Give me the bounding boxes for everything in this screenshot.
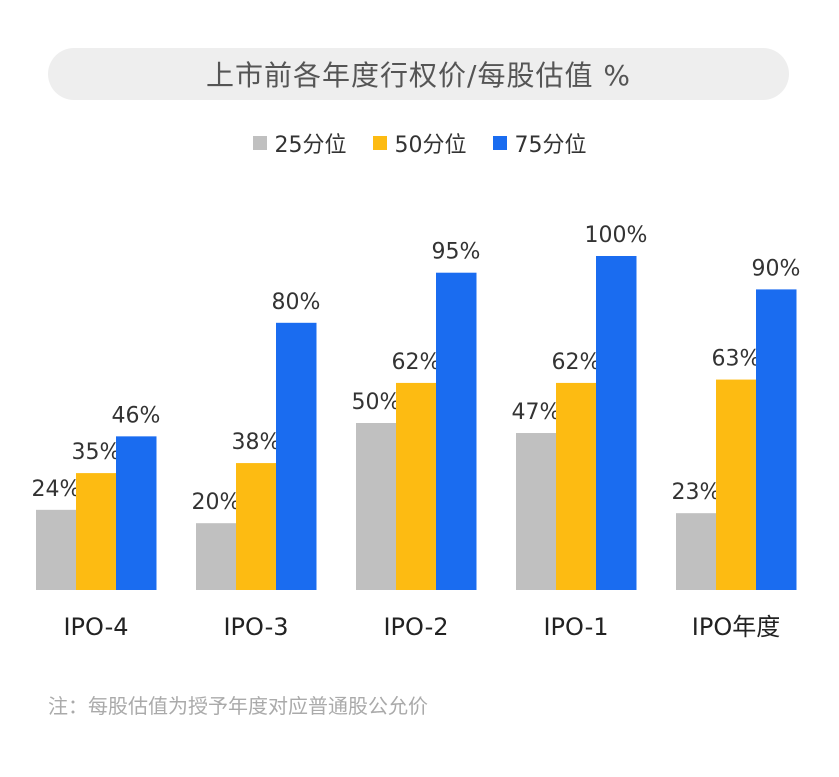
bar-p25-5 [676,513,717,590]
chart-legend: 25分位 50分位 75分位 [0,126,839,160]
data-label-p75-3: 95% [432,240,481,265]
legend-label-p75: 75分位 [514,133,587,158]
data-label-p25-4: 47% [512,400,561,425]
category-label-5: IPO年度 [692,613,780,641]
legend-swatch-p50 [372,136,387,150]
bar-p25-4 [516,433,557,590]
bar-p75-4 [596,256,637,590]
bar-p25-3 [356,423,397,590]
data-label-p50-3: 62% [392,350,441,375]
legend-swatch-p75 [492,136,507,150]
data-label-p25-3: 50% [352,390,401,415]
bar-p50-4 [556,382,597,590]
legend-label-p50: 50分位 [394,133,467,158]
data-label-p50-4: 62% [552,350,601,375]
category-label-2: IPO-3 [223,613,288,641]
legend-item-p75: 75分位 [492,127,587,159]
data-label-p75-5: 90% [752,256,801,281]
data-label-p50-1: 35% [72,440,121,465]
category-label-4: IPO-1 [543,613,608,641]
data-label-p25-5: 23% [672,480,721,505]
bar-p75-2 [276,322,317,590]
data-label-p25-1: 24% [32,477,81,502]
data-label-p75-4: 100% [585,223,648,248]
data-label-p50-5: 63% [712,347,761,372]
legend-swatch-p25 [252,136,267,150]
chart-title: 上市前各年度行权价/每股估值 % [48,48,789,100]
data-label-p25-2: 20% [192,490,241,515]
legend-item-p50: 50分位 [372,127,467,159]
bar-p50-5 [716,379,757,590]
footnote: 注：每股估值为授予年度对应普通股公允价 [48,694,428,718]
data-label-p75-1: 46% [112,403,161,428]
bar-p75-3 [436,272,477,590]
legend-label-p25: 25分位 [274,133,347,158]
legend-item-p25: 25分位 [252,127,347,159]
bar-p50-3 [396,382,437,590]
bar-p50-1 [76,473,117,590]
bar-p25-1 [36,509,77,590]
category-label-1: IPO-4 [63,613,128,641]
bar-p75-1 [116,436,157,590]
category-label-3: IPO-2 [383,613,448,641]
bar-p25-2 [196,523,237,590]
bar-p75-5 [756,289,797,590]
bar-p50-2 [236,463,277,590]
data-label-p75-2: 80% [272,290,321,315]
data-label-p50-2: 38% [232,430,281,455]
